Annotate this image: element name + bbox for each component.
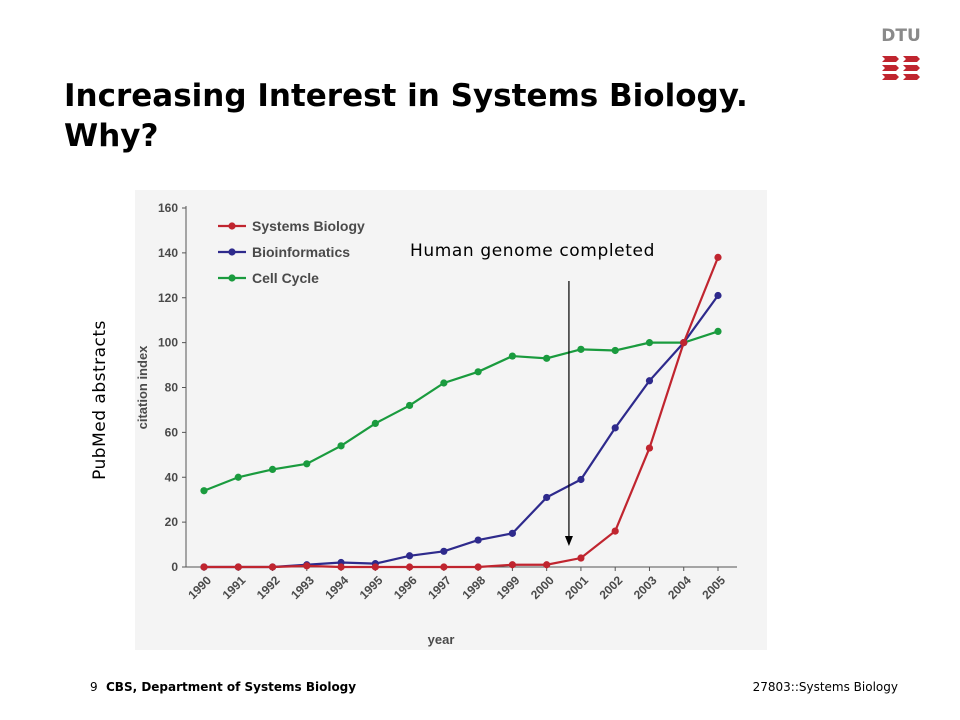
data-point-cell-cycle [303,460,311,468]
data-point-systems-biology [303,562,311,570]
data-point-cell-cycle [371,419,379,427]
data-point-systems-biology [406,563,414,571]
legend-swatch-marker [228,274,236,282]
slide-title: Increasing Interest in Systems Biology. … [64,78,748,154]
y-tick-label: 20 [165,515,179,529]
legend-label: Bioinformatics [252,244,350,260]
data-point-systems-biology [543,561,551,569]
y-tick-label: 140 [158,246,178,260]
data-point-cell-cycle [645,339,654,347]
data-point-bioinformatics [543,493,551,502]
human-genome-annotation: Human genome completed [410,241,655,261]
x-tick-label: 2005 [699,573,728,602]
y-tick-label: 40 [165,470,179,484]
data-point-bioinformatics [406,552,414,560]
data-point-cell-cycle [406,401,414,410]
data-point-systems-biology [508,561,516,569]
data-point-bioinformatics [508,529,516,537]
data-point-cell-cycle [440,379,448,387]
x-tick-label: 1995 [357,573,386,602]
dtu-logo: DTU [878,26,924,86]
x-tick-label: 2001 [562,573,591,602]
x-axis-title: year [428,632,455,647]
data-point-cell-cycle [543,354,551,362]
data-point-bioinformatics [474,536,482,544]
page-number: 9 [90,680,98,694]
footer-course: 27803::Systems Biology [752,680,898,694]
x-tick-label: 1999 [494,573,523,602]
data-point-systems-biology [268,563,277,571]
data-point-bioinformatics [611,424,619,432]
data-point-systems-biology [645,444,654,452]
logo-mark-icon [882,56,920,80]
data-point-systems-biology [714,253,722,261]
x-tick-label: 1994 [322,573,351,602]
y-tick-label: 80 [165,381,179,395]
data-point-systems-biology [611,527,619,535]
data-point-cell-cycle [611,346,619,355]
data-point-cell-cycle [337,442,345,450]
series-line-cell-cycle [203,330,719,492]
data-point-cell-cycle [474,368,482,376]
data-point-bioinformatics [440,547,448,555]
x-tick-label: 1997 [425,573,454,602]
logo-text: DTU [881,26,921,46]
data-point-cell-cycle [577,345,585,353]
data-point-bioinformatics [577,475,585,484]
data-point-systems-biology [200,563,208,571]
x-tick-label: 2002 [597,573,626,602]
x-tick-label: 1990 [185,573,214,602]
legend-label: Systems Biology [252,218,365,234]
x-tick-label: 1991 [220,573,249,602]
chart-panel: 0 20 40 60 80 100 120 140 160 1990 1991 1992 1993 199… [135,190,767,650]
data-point-cell-cycle [714,327,722,336]
data-point-systems-biology [577,554,585,562]
x-tick-label: 1998 [459,573,488,602]
data-point-cell-cycle [234,473,242,481]
data-point-systems-biology [474,563,482,571]
data-point-cell-cycle [268,465,277,473]
footer-department: CBS, Department of Systems Biology [106,680,357,694]
x-tick-label: 2004 [665,573,694,602]
series-line-bioinformatics [204,294,719,569]
x-tick-label: 1993 [288,573,317,602]
data-point-cell-cycle [200,487,208,495]
y-tick-label: 120 [158,291,178,305]
data-point-systems-biology [337,563,345,571]
y-tick-label: 0 [171,560,178,574]
x-tick-label: 1996 [391,573,420,602]
x-tick-label: 2003 [631,573,660,602]
x-tick-label: 1992 [254,573,283,602]
y-tick-label: 100 [158,336,178,350]
pubmed-abstracts-label: PubMed abstracts [90,320,110,480]
data-point-systems-biology [234,563,242,571]
y-axis-title: citation index [135,345,150,430]
data-point-cell-cycle [508,352,516,360]
y-tick-label: 160 [158,201,178,215]
x-tick-label: 2000 [528,573,557,602]
data-point-bioinformatics [714,291,722,300]
legend-swatch-marker [228,222,236,230]
legend-swatch-marker [228,248,236,256]
data-point-bioinformatics [645,377,654,385]
y-tick-label: 60 [165,425,179,439]
data-point-systems-biology [371,563,379,571]
series-line-systems-biology [204,256,720,569]
legend-label: Cell Cycle [252,270,319,286]
data-point-systems-biology [680,339,688,347]
data-point-systems-biology [440,563,448,571]
genome-arrow-head [564,536,573,546]
